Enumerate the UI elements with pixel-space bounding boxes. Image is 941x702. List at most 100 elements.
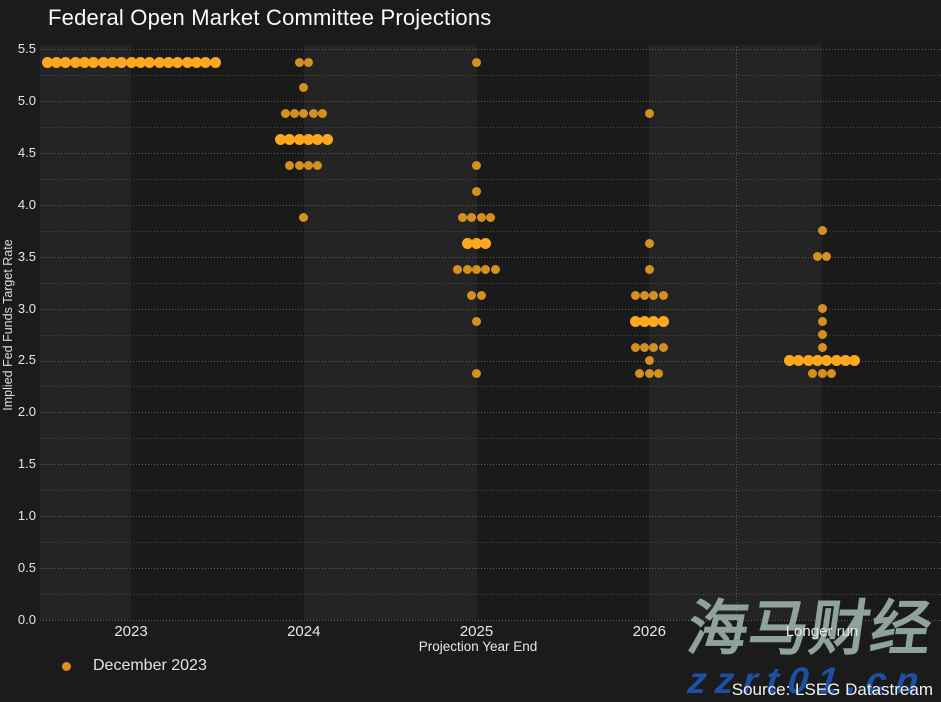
projection-dot bbox=[285, 161, 295, 171]
projection-dot bbox=[817, 317, 827, 326]
projection-dot bbox=[303, 161, 313, 171]
gridline-major bbox=[40, 516, 941, 518]
projection-dot bbox=[294, 57, 304, 67]
projection-dot bbox=[635, 368, 645, 378]
legend-marker-icon bbox=[62, 661, 71, 671]
projection-dot bbox=[190, 56, 202, 68]
projection-dot bbox=[302, 134, 314, 146]
projection-dot bbox=[657, 316, 669, 327]
projection-dot bbox=[630, 291, 640, 301]
projection-dot bbox=[658, 291, 668, 301]
y-tick-label: 2.0 bbox=[17, 404, 36, 420]
projection-dot bbox=[476, 213, 486, 223]
y-tick-label: 5.0 bbox=[17, 92, 36, 108]
projection-dot bbox=[50, 56, 62, 68]
gridline-minor bbox=[40, 75, 941, 76]
x-tick-label: 2026 bbox=[632, 623, 666, 640]
projection-dot bbox=[654, 368, 664, 378]
projection-dot bbox=[467, 213, 477, 223]
y-axis-title: Implied Fed Funds Target Rate bbox=[1, 239, 15, 411]
projection-dot bbox=[321, 134, 333, 146]
projection-dot bbox=[472, 265, 481, 275]
projection-dot bbox=[472, 57, 481, 67]
projection-dot bbox=[817, 343, 827, 352]
gridline-minor bbox=[40, 542, 941, 544]
projection-dot bbox=[849, 355, 861, 366]
x-tick-label: Longer run bbox=[785, 623, 859, 640]
projection-dot bbox=[472, 368, 481, 378]
gridline-major bbox=[40, 568, 941, 570]
projection-dot bbox=[313, 161, 323, 171]
gridline-minor bbox=[40, 126, 941, 128]
projection-dot bbox=[125, 56, 137, 68]
projection-dot bbox=[811, 355, 823, 366]
gridline-major bbox=[40, 412, 941, 414]
projection-dot bbox=[280, 109, 290, 119]
gridline-major bbox=[40, 100, 941, 102]
projection-dot bbox=[289, 109, 299, 119]
x-tick-label: 2024 bbox=[287, 623, 321, 640]
background-band bbox=[303, 45, 477, 620]
projection-dot bbox=[640, 343, 650, 352]
projection-dot bbox=[783, 355, 795, 366]
projection-dot bbox=[293, 134, 305, 146]
projection-dot bbox=[471, 238, 482, 250]
projection-dot bbox=[812, 252, 822, 262]
projection-dot bbox=[486, 213, 495, 223]
gridline-minor bbox=[40, 230, 941, 232]
projection-dot bbox=[644, 265, 654, 275]
projection-dot bbox=[826, 368, 836, 378]
projection-dot bbox=[644, 109, 654, 119]
y-tick-label: 5.5 bbox=[17, 41, 36, 56]
projection-dot bbox=[69, 56, 81, 68]
gridline-minor bbox=[40, 178, 941, 180]
projection-dot bbox=[817, 330, 827, 339]
projection-dot bbox=[817, 226, 827, 236]
projection-dot bbox=[144, 56, 156, 68]
gridline-minor bbox=[40, 282, 941, 284]
gridline-minor bbox=[40, 386, 941, 388]
projection-dot bbox=[490, 265, 500, 275]
gridline-minor bbox=[40, 438, 941, 440]
projection-dot bbox=[312, 134, 324, 146]
projection-dot bbox=[116, 56, 128, 68]
projection-dot bbox=[821, 355, 833, 366]
projection-dot bbox=[644, 368, 654, 378]
y-tick-label: 1.5 bbox=[17, 456, 36, 472]
projection-dot bbox=[294, 161, 304, 171]
gridline-major bbox=[40, 204, 941, 206]
projection-dot bbox=[181, 56, 193, 68]
projection-dot bbox=[88, 56, 100, 68]
projection-dot bbox=[830, 355, 842, 366]
projection-dot bbox=[649, 291, 659, 301]
projection-dot bbox=[481, 265, 491, 275]
projection-dot bbox=[462, 265, 472, 275]
projection-dot bbox=[97, 56, 109, 68]
projection-dot bbox=[839, 355, 851, 366]
gridline-major bbox=[40, 49, 941, 50]
projection-dot bbox=[467, 291, 477, 301]
y-tick-label: 4.0 bbox=[17, 196, 36, 212]
projection-dot bbox=[308, 109, 318, 119]
background-band bbox=[40, 45, 131, 620]
projection-dot bbox=[60, 56, 72, 68]
projection-dot bbox=[317, 109, 327, 119]
projection-dot bbox=[299, 109, 309, 119]
background-band bbox=[476, 45, 650, 620]
gridline-minor bbox=[40, 594, 941, 595]
projection-dot bbox=[649, 343, 659, 352]
longer-run-separator bbox=[735, 47, 737, 620]
projection-dot bbox=[274, 134, 286, 146]
projection-dot bbox=[644, 239, 654, 249]
y-tick-label: 0.5 bbox=[17, 560, 36, 576]
projection-dot bbox=[630, 343, 640, 352]
projection-dot bbox=[644, 356, 654, 365]
projection-dot bbox=[134, 56, 146, 68]
projection-dot bbox=[476, 291, 486, 301]
projection-dot bbox=[802, 355, 814, 366]
projection-dot bbox=[658, 343, 668, 352]
projection-dot bbox=[817, 304, 827, 313]
projection-dot bbox=[78, 56, 90, 68]
projection-dot bbox=[153, 56, 165, 68]
